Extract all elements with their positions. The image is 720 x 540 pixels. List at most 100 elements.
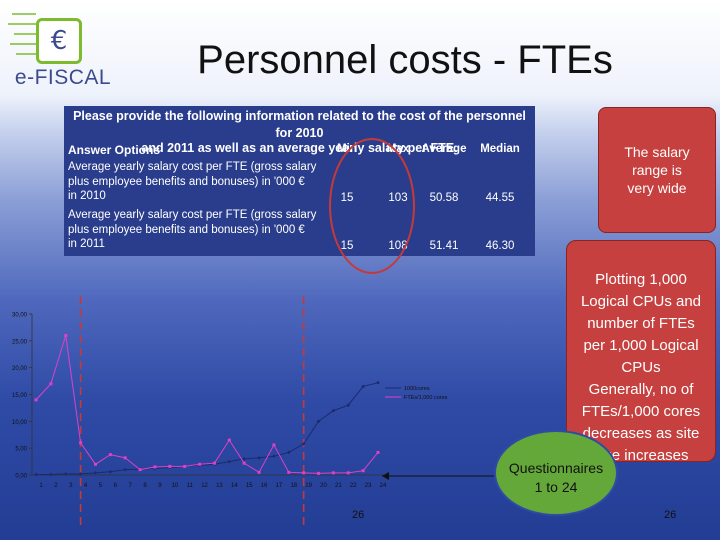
data-point [49, 472, 53, 477]
data-point [49, 382, 53, 386]
series-line [36, 382, 379, 475]
x-tick-label: 6 [114, 483, 118, 489]
y-tick-label: 25,00 [12, 339, 28, 345]
data-point [272, 443, 276, 447]
table-header-line1: Please provide the following information… [73, 109, 526, 140]
data-point [257, 456, 261, 460]
data-point [153, 465, 157, 469]
x-tick-label: 21 [335, 483, 342, 489]
logo-text: e-FISCAL [14, 66, 112, 89]
x-tick-label: 1 [39, 483, 43, 489]
data-point [78, 472, 83, 476]
callout-line: Generally, no of [588, 381, 694, 398]
x-tick-label: 20 [320, 483, 327, 489]
data-point [286, 450, 291, 455]
slide-title: Personnel costs - FTEs [197, 38, 613, 82]
x-tick-label: 15 [246, 483, 253, 489]
col-answer-options: Answer Options [68, 143, 161, 157]
x-tick-label: 18 [290, 483, 297, 489]
x-tick-label: 2 [54, 483, 58, 489]
data-point [346, 403, 351, 408]
legend-entry: FTEs/1,000 cores [404, 395, 448, 401]
callout-line: size increases [593, 447, 689, 464]
row-label-line: in 2010 [68, 190, 106, 202]
questionnaires-line: Questionnaires [508, 460, 604, 476]
x-tick-label: 17 [276, 483, 283, 489]
x-tick-label: 7 [129, 483, 133, 489]
x-tick-label: 5 [99, 483, 103, 489]
x-tick-label: 4 [84, 483, 88, 489]
data-point [376, 450, 380, 454]
cell-median: 44.55 [485, 192, 515, 204]
callout-line: FTEs/1,000 cores [581, 403, 701, 420]
arrow-head-icon [382, 472, 389, 480]
x-tick-label: 23 [365, 483, 372, 489]
callout-line: decreases as site [582, 425, 700, 442]
cell-average: 50.58 [429, 192, 459, 204]
x-tick-label: 12 [201, 483, 208, 489]
data-point [257, 470, 261, 474]
data-point [79, 441, 83, 445]
data-point [123, 456, 127, 460]
callout-line: Plotting 1,000 [595, 271, 687, 288]
euro-icon: € [36, 18, 82, 64]
x-tick-label: 24 [380, 483, 387, 489]
x-tick-label: 3 [69, 483, 73, 489]
x-tick-label: 9 [158, 483, 162, 489]
data-point [287, 470, 291, 474]
y-tick-label: 5,00 [15, 447, 27, 453]
legend-entry: 1000cores [404, 386, 430, 392]
y-tick-label: 10,00 [12, 420, 28, 426]
col-median: Median [480, 143, 520, 155]
row-label-line: Average yearly salary cost per FTE (gros… [68, 161, 317, 173]
data-point [361, 469, 365, 473]
data-point [198, 462, 202, 466]
data-point [272, 454, 276, 459]
y-tick-label: 30,00 [12, 313, 28, 319]
x-tick-label: 8 [143, 483, 147, 489]
callout-line: range is [632, 162, 682, 178]
data-point [34, 472, 38, 477]
highlight-ellipse [329, 138, 415, 274]
page-number-center: 26 [352, 509, 365, 521]
callout-line: very wide [627, 180, 687, 196]
data-point [331, 408, 336, 413]
callout-line: CPUs [621, 359, 661, 376]
data-point [242, 457, 246, 461]
data-point [212, 461, 216, 465]
callout-line: number of FTEs [587, 315, 695, 332]
data-point [123, 467, 128, 472]
data-point [138, 468, 142, 472]
data-point [331, 471, 335, 475]
row-label-line: Average yearly salary cost per FTE (gros… [68, 209, 317, 221]
salary-table: Please provide the following information… [64, 106, 535, 256]
data-point [168, 464, 172, 468]
y-tick-label: 0,00 [15, 474, 27, 480]
page-number-right: 26 [664, 509, 677, 521]
data-point [63, 472, 68, 476]
data-point [34, 398, 38, 402]
data-point [227, 438, 231, 442]
callout-line: The salary [624, 144, 690, 160]
series-line [35, 335, 379, 474]
data-point [376, 380, 380, 385]
data-point [183, 464, 187, 468]
data-point [242, 461, 246, 465]
data-point [93, 462, 97, 466]
data-point [346, 471, 350, 475]
row-label-line: plus employee benefits and bonuses) in '… [68, 175, 305, 188]
x-tick-label: 13 [216, 483, 223, 489]
salary-range-callout: The salary range is very wide [598, 107, 716, 233]
callout-line: per 1,000 Logical [583, 337, 699, 354]
x-tick-label: 19 [305, 483, 312, 489]
x-tick-label: 22 [350, 483, 357, 489]
x-tick-label: 10 [171, 483, 178, 489]
y-tick-label: 15,00 [12, 393, 28, 399]
x-tick-label: 14 [231, 483, 238, 489]
data-point [93, 471, 98, 475]
data-point [108, 453, 112, 457]
callout-line: Logical CPUs and [580, 293, 702, 310]
cell-average: 51.41 [429, 240, 459, 252]
questionnaires-line: 1 to 24 [534, 479, 578, 495]
